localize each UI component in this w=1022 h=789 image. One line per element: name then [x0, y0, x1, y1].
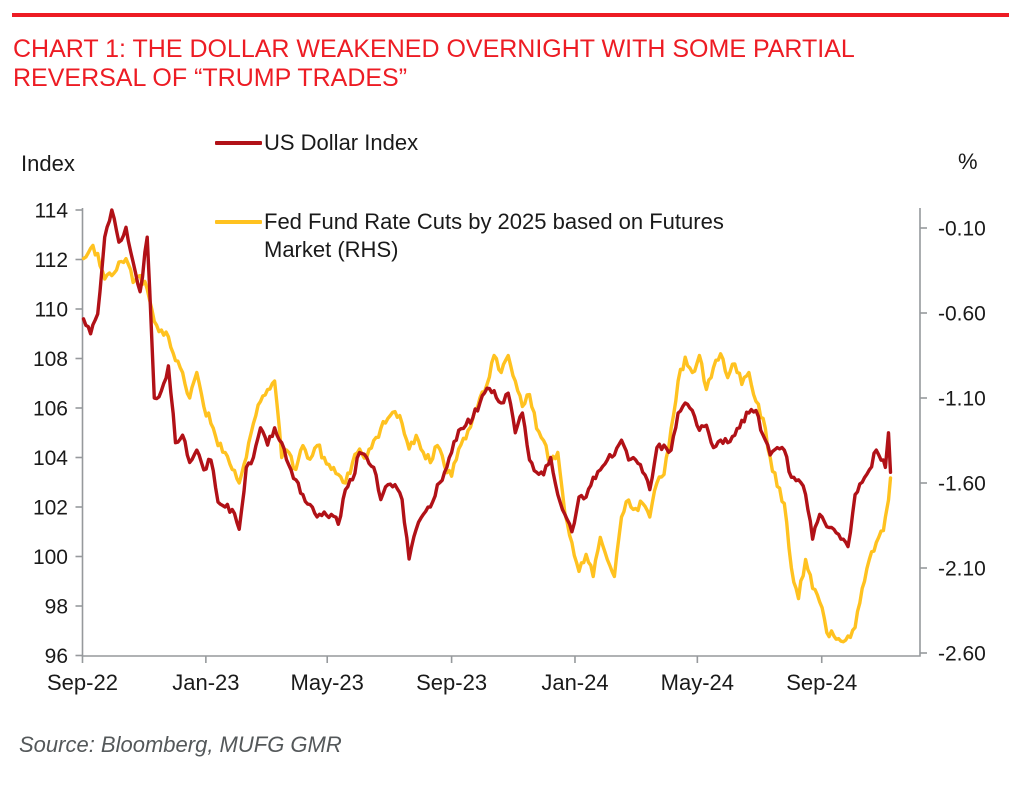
right-axis-tick-label: -0.60 — [938, 303, 986, 326]
left-axis-tick-label: 96 — [45, 645, 68, 668]
left-axis-tick-label: 104 — [33, 447, 68, 470]
left-axis-tick-label: 112 — [35, 249, 68, 272]
right-axis-tick-label: -1.60 — [938, 473, 986, 496]
x-axis-tick-label: Sep-22 — [47, 670, 118, 695]
left-axis-tick-label: 98 — [45, 596, 68, 619]
right-axis-tick-label: -1.10 — [938, 388, 986, 411]
us-dollar-index-swatch — [215, 141, 262, 145]
x-axis-tick-label: Sep-23 — [416, 670, 487, 695]
x-axis-tick-label: May-24 — [661, 670, 734, 695]
right-axis-unit-label: % — [958, 149, 978, 174]
fed-fund-rate-cuts-swatch — [215, 220, 262, 224]
left-axis-tick-label: 114 — [35, 200, 69, 223]
left-axis-tick-label: 106 — [33, 398, 68, 421]
x-axis-tick-label: May-23 — [291, 670, 364, 695]
plot-frame — [81, 208, 921, 657]
x-axis-tick-label: Jan-24 — [541, 670, 608, 695]
right-axis-tick-label: -0.10 — [938, 218, 986, 241]
chart-title-line2: REVERSAL OF “TRUMP TRADES” — [13, 64, 408, 92]
us-dollar-index-label: US Dollar Index — [264, 130, 419, 155]
x-axis-tick-label: Jan-23 — [172, 670, 239, 695]
left-axis-tick-label: 110 — [35, 299, 68, 322]
chart-title-line1: CHART 1: THE DOLLAR WEAKENED OVERNIGHT W… — [13, 35, 855, 63]
fed-fund-rate-cuts-line — [81, 243, 893, 644]
fed-fund-rate-cuts-label: Fed Fund Rate Cuts by 2025 based on Futu… — [264, 208, 724, 264]
top-rule-divider — [12, 13, 1009, 17]
left-axis-unit-label: Index — [21, 151, 75, 176]
right-axis-tick-label: -2.10 — [938, 558, 986, 581]
x-axis-tick-label: Sep-24 — [786, 670, 857, 695]
fed-fund-rate-cuts-label-line2: Market (RHS) — [264, 237, 399, 262]
chart-title: CHART 1: THE DOLLAR WEAKENED OVERNIGHT W… — [13, 35, 973, 93]
left-axis-tick-label: 108 — [33, 348, 68, 371]
fed-fund-rate-cuts-label-line1: Fed Fund Rate Cuts by 2025 based on Futu… — [264, 209, 724, 234]
right-axis-tick-label: -2.60 — [938, 643, 986, 666]
left-axis-tick-label: 100 — [33, 546, 68, 569]
us-dollar-index-line — [81, 208, 893, 561]
left-axis-tick-label: 102 — [33, 497, 68, 520]
source-attribution: Source: Bloomberg, MUFG GMR — [19, 732, 342, 757]
